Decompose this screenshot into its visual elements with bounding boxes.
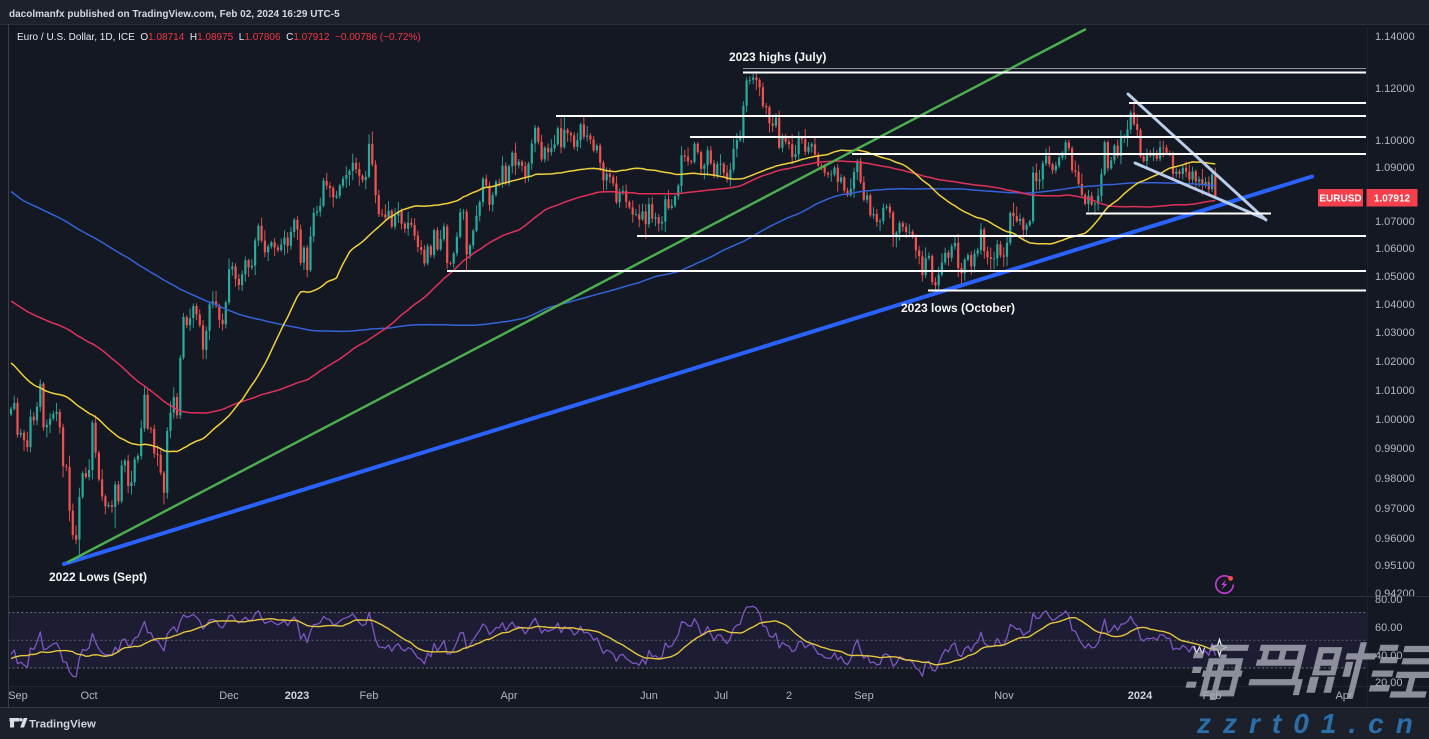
svg-text:0.95100: 0.95100 <box>1375 560 1415 572</box>
svg-text:Euro / U.S. Dollar, 1D, ICE O: Euro / U.S. Dollar, 1D, ICE O1.08714 H1.… <box>17 32 421 43</box>
svg-text:2022 Lows (Sept): 2022 Lows (Sept) <box>49 570 147 584</box>
svg-text:Nov: Nov <box>994 690 1014 702</box>
svg-text:Jul: Jul <box>714 690 728 702</box>
svg-text:1.10000: 1.10000 <box>1375 135 1415 147</box>
svg-text:Feb: Feb <box>360 690 379 702</box>
svg-text:1.05000: 1.05000 <box>1375 271 1415 283</box>
svg-text:0.96000: 0.96000 <box>1375 533 1415 545</box>
svg-text:0.97000: 0.97000 <box>1375 503 1415 515</box>
svg-text:2024: 2024 <box>1128 690 1153 702</box>
svg-text:80.00: 80.00 <box>1375 594 1403 606</box>
svg-text:1.03000: 1.03000 <box>1375 327 1415 339</box>
svg-text:2: 2 <box>786 690 792 702</box>
svg-text:Oct: Oct <box>80 690 97 702</box>
svg-text:1.01000: 1.01000 <box>1375 385 1415 397</box>
svg-text:2023 highs (July): 2023 highs (July) <box>729 50 826 64</box>
svg-text:0.99000: 0.99000 <box>1375 443 1415 455</box>
svg-text:Jun: Jun <box>640 690 658 702</box>
svg-text:60.00: 60.00 <box>1375 622 1403 634</box>
svg-text:TradingView: TradingView <box>29 719 96 731</box>
svg-text:dacolmanfx published on Tradin: dacolmanfx published on TradingView.com,… <box>9 9 340 20</box>
svg-text:0.98000: 0.98000 <box>1375 473 1415 485</box>
svg-text:Apr: Apr <box>500 690 517 702</box>
svg-text:2023 lows (October): 2023 lows (October) <box>901 301 1015 315</box>
svg-text:1.09000: 1.09000 <box>1375 162 1415 174</box>
svg-text:1.07000: 1.07000 <box>1375 216 1415 228</box>
svg-text:1.07912: 1.07912 <box>1374 194 1411 205</box>
svg-text:0.94200: 0.94200 <box>1375 588 1415 600</box>
svg-text:Dec: Dec <box>219 690 239 702</box>
svg-text:2023: 2023 <box>285 690 309 702</box>
svg-text:1.04000: 1.04000 <box>1375 299 1415 311</box>
svg-text:1.12000: 1.12000 <box>1375 83 1415 95</box>
svg-text:EURUSD: EURUSD <box>1319 194 1361 205</box>
svg-text:Sep: Sep <box>854 690 874 702</box>
svg-text:1.00000: 1.00000 <box>1375 414 1415 426</box>
svg-text:1.14000: 1.14000 <box>1375 31 1415 43</box>
svg-text:zzrt01.cn: zzrt01.cn <box>1196 708 1425 739</box>
svg-text:1.02000: 1.02000 <box>1375 356 1415 368</box>
svg-text:1.06000: 1.06000 <box>1375 243 1415 255</box>
svg-text:Sep: Sep <box>8 690 28 702</box>
